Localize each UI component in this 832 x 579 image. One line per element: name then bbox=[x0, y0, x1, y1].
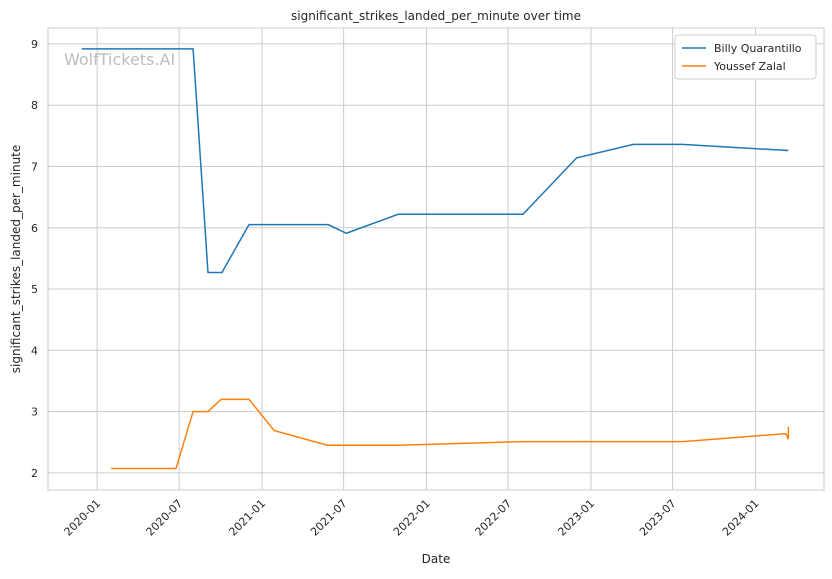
x-axis-label: Date bbox=[422, 552, 451, 566]
x-tick-label: 2023-07 bbox=[637, 497, 679, 539]
y-tick-label: 8 bbox=[31, 99, 38, 112]
series-line-youssef-zalal bbox=[111, 398, 790, 470]
x-tick-label: 2023-01 bbox=[555, 497, 597, 539]
legend: Billy Quarantillo Youssef Zalal bbox=[674, 34, 817, 80]
y-tick-label: 6 bbox=[31, 222, 38, 235]
x-tick-label: 2022-01 bbox=[391, 497, 433, 539]
tick-labels: 2020-01 2020-07 2021-01 2021-07 2022-01 2022-… bbox=[31, 38, 762, 539]
watermark: WolfTickets.AI bbox=[64, 50, 175, 69]
x-tick-label: 2021-01 bbox=[226, 497, 268, 539]
x-tick-label: 2020-07 bbox=[144, 497, 186, 539]
legend-label: Youssef Zalal bbox=[713, 60, 786, 73]
series-lines bbox=[81, 48, 790, 470]
series-line-billy-quarantillo bbox=[81, 48, 789, 274]
x-tick-label: 2021-07 bbox=[308, 497, 350, 539]
x-tick-label: 2022-07 bbox=[473, 497, 515, 539]
x-tick-label: 2024-01 bbox=[720, 497, 762, 539]
y-tick-label: 5 bbox=[31, 283, 38, 296]
y-axis-label: significant_strikes_landed_per_minute bbox=[9, 145, 23, 374]
y-tick-label: 9 bbox=[31, 38, 38, 51]
y-tick-label: 7 bbox=[31, 160, 38, 173]
chart-title: significant_strikes_landed_per_minute ov… bbox=[291, 9, 581, 23]
x-tick-label: 2020-01 bbox=[62, 497, 104, 539]
y-tick-label: 2 bbox=[31, 467, 38, 480]
legend-label: Billy Quarantillo bbox=[714, 42, 802, 55]
y-tick-label: 3 bbox=[31, 406, 38, 419]
y-tick-label: 4 bbox=[31, 344, 38, 357]
grid bbox=[48, 28, 824, 490]
plot-frame bbox=[47, 27, 825, 491]
